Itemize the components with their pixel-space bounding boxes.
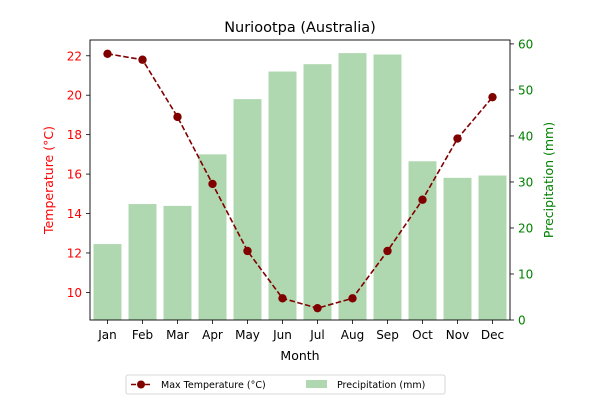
y-right-tick-label: 30	[518, 175, 533, 189]
x-tick-label: Feb	[132, 328, 153, 342]
temp-point-oct	[418, 195, 427, 204]
y-left-tick-label: 16	[67, 168, 82, 182]
temp-point-nov	[453, 134, 462, 143]
y-right-tick-label: 60	[518, 37, 533, 51]
y-left-tick-label: 22	[67, 49, 82, 63]
precip-bar-feb	[128, 204, 157, 320]
y-right-tick-label: 50	[518, 83, 533, 97]
temp-point-mar	[173, 112, 182, 122]
legend-label-temperature: Max Temperature (°C)	[161, 380, 266, 391]
x-tick-label: Oct	[412, 328, 433, 342]
x-axis: Jan Feb Mar Apr May Jun Jul Aug Sep Oct Nov Dec	[97, 320, 504, 342]
x-tick-label: Dec	[481, 328, 504, 342]
precip-bar-jul	[303, 64, 332, 320]
line-series	[103, 49, 497, 313]
precip-bar-nov	[443, 177, 472, 320]
chart-title: Nuriootpa (Australia)	[224, 20, 376, 36]
plot-frame	[89, 39, 511, 321]
y-axis-right-label: Precipitation (mm)	[541, 122, 556, 238]
bar-series	[93, 53, 507, 321]
legend-line-marker	[137, 380, 145, 389]
x-tick-label: Jan	[97, 328, 117, 342]
y-left-tick-label: 10	[67, 286, 82, 300]
x-tick-label: Sep	[376, 328, 399, 342]
y-left-tick-label: 18	[67, 128, 82, 142]
y-axis-right: 0 10 20 30 40 50 60	[510, 37, 533, 328]
legend-bar-swatch	[306, 380, 327, 388]
temp-point-jan	[103, 49, 112, 59]
temperature-line	[107, 53, 494, 310]
y-right-tick-label: 10	[518, 267, 533, 281]
temp-point-apr	[208, 179, 217, 189]
x-tick-label: Apr	[202, 328, 223, 342]
x-tick-label: Aug	[341, 328, 364, 342]
temp-point-may	[243, 246, 252, 256]
precip-bar-mar	[163, 205, 192, 320]
precip-bar-may	[233, 99, 262, 321]
x-axis-label: Month	[280, 348, 319, 363]
x-tick-label: May	[235, 328, 260, 342]
y-right-tick-label: 20	[518, 221, 533, 235]
precip-bar-jun	[268, 71, 297, 320]
y-axis-left: 10 12 14 16 18 20 22	[67, 49, 90, 300]
temp-point-sep	[383, 246, 392, 256]
y-axis-left-label: Temperature (°C)	[41, 126, 56, 235]
y-left-tick-label: 14	[67, 207, 82, 221]
temp-point-aug	[348, 294, 357, 303]
precip-bar-aug	[338, 53, 367, 320]
x-tick-label: Jun	[272, 328, 292, 342]
temp-point-feb	[138, 55, 147, 64]
precip-bar-apr	[198, 154, 227, 320]
precip-bar-sep	[373, 54, 402, 320]
x-tick-label: Mar	[166, 328, 189, 342]
y-left-tick-label: 20	[67, 89, 82, 103]
y-right-tick-label: 40	[518, 129, 533, 143]
legend-frame	[125, 374, 446, 395]
precip-bar-jan	[93, 244, 122, 320]
temp-point-jul	[313, 303, 322, 313]
temp-point-dec	[488, 92, 497, 102]
x-tick-label: Nov	[446, 328, 469, 342]
legend-label-precipitation: Precipitation (mm)	[337, 380, 425, 391]
y-right-tick-label: 0	[518, 314, 526, 328]
y-left-tick-label: 12	[67, 246, 82, 260]
temp-point-jun	[278, 294, 287, 303]
x-tick-label: Jul	[309, 328, 324, 342]
precip-bar-oct	[408, 161, 437, 320]
legend: Max Temperature (°C) Precipitation (mm)	[125, 374, 446, 395]
precip-bar-dec	[478, 175, 507, 320]
